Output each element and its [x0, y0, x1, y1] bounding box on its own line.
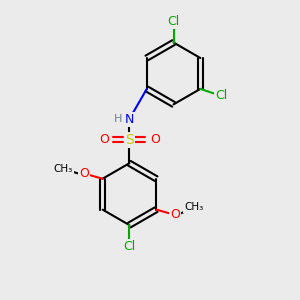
Text: O: O: [170, 208, 180, 221]
Text: H: H: [114, 114, 122, 124]
Text: Cl: Cl: [167, 15, 180, 28]
Text: Cl: Cl: [215, 89, 228, 102]
Text: N: N: [125, 112, 134, 126]
Text: O: O: [99, 133, 109, 146]
Text: CH₃: CH₃: [184, 202, 203, 212]
Text: Cl: Cl: [123, 240, 136, 253]
Text: CH₃: CH₃: [54, 164, 73, 174]
Text: S: S: [125, 133, 134, 147]
Text: O: O: [79, 167, 89, 181]
Text: O: O: [150, 133, 160, 146]
